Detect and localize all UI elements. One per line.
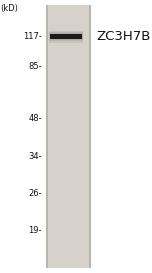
- Text: (kD): (kD): [0, 4, 18, 13]
- Bar: [49, 32, 83, 41]
- Text: 19-: 19-: [28, 226, 42, 235]
- Bar: [46, 5, 48, 268]
- Bar: [50, 33, 83, 40]
- Bar: [50, 34, 82, 39]
- Text: 26-: 26-: [28, 189, 42, 198]
- Text: ZC3H7B: ZC3H7B: [97, 30, 151, 43]
- Text: 85-: 85-: [28, 63, 42, 71]
- Bar: [49, 31, 83, 43]
- Bar: [46, 5, 91, 268]
- Text: 34-: 34-: [28, 153, 42, 161]
- Text: 48-: 48-: [28, 114, 42, 123]
- Bar: [89, 5, 91, 268]
- Text: 117-: 117-: [23, 32, 42, 41]
